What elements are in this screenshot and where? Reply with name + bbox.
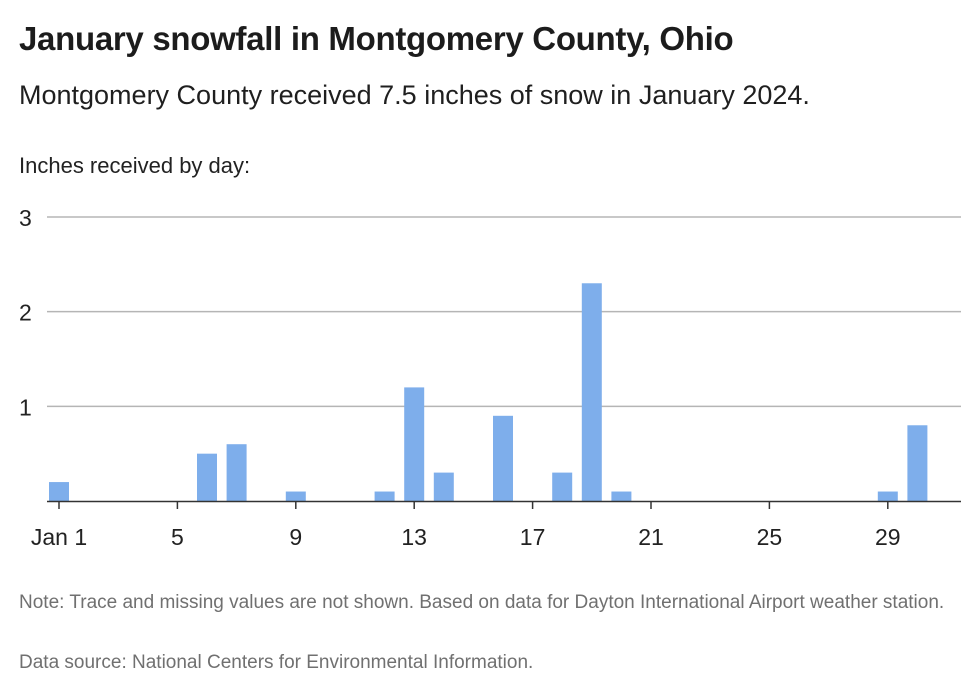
bar-jan-30	[907, 425, 928, 501]
y-tick-labels: 1 2 3	[19, 205, 32, 420]
y-tick-label: 1	[19, 394, 32, 420]
bar-jan-1	[49, 482, 69, 501]
bar-jan-16	[493, 415, 513, 501]
x-tick-label: 25	[757, 524, 783, 550]
chart-note: Note: Trace and missing values are not s…	[19, 592, 945, 613]
bars	[49, 283, 928, 501]
chart-title: January snowfall in Montgomery County, O…	[19, 20, 734, 57]
bar-jan-14	[433, 472, 454, 501]
bar-jan-12	[374, 491, 395, 501]
bar-jan-19	[581, 283, 602, 501]
bar-jan-20	[611, 491, 632, 501]
chart-subtitle: Montgomery County received 7.5 inches of…	[19, 80, 810, 110]
x-tick-label: 29	[875, 524, 901, 550]
bar-jan-9	[285, 491, 306, 501]
grid-lines	[47, 216, 961, 408]
bar-jan-6	[197, 453, 217, 501]
x-tick-label: 5	[171, 524, 184, 550]
x-tick-label: Jan 1	[31, 524, 87, 550]
x-tick-label: 21	[638, 524, 664, 550]
y-tick-label: 3	[19, 205, 32, 231]
x-tick-label: 13	[401, 524, 427, 550]
y-axis-label: Inches received by day:	[19, 153, 251, 178]
bar-jan-29	[877, 491, 898, 501]
x-tick-label: 17	[520, 524, 546, 550]
bar-jan-13	[404, 387, 425, 501]
x-tick-labels: Jan 1 5 9 13 17 21 25 29	[31, 524, 901, 550]
data-source: Data source: National Centers for Enviro…	[19, 652, 534, 673]
bar-jan-7	[226, 444, 247, 501]
y-tick-label: 2	[19, 300, 32, 326]
x-axis	[47, 500, 961, 509]
x-tick-label: 9	[289, 524, 302, 550]
bar-jan-18	[552, 472, 573, 501]
